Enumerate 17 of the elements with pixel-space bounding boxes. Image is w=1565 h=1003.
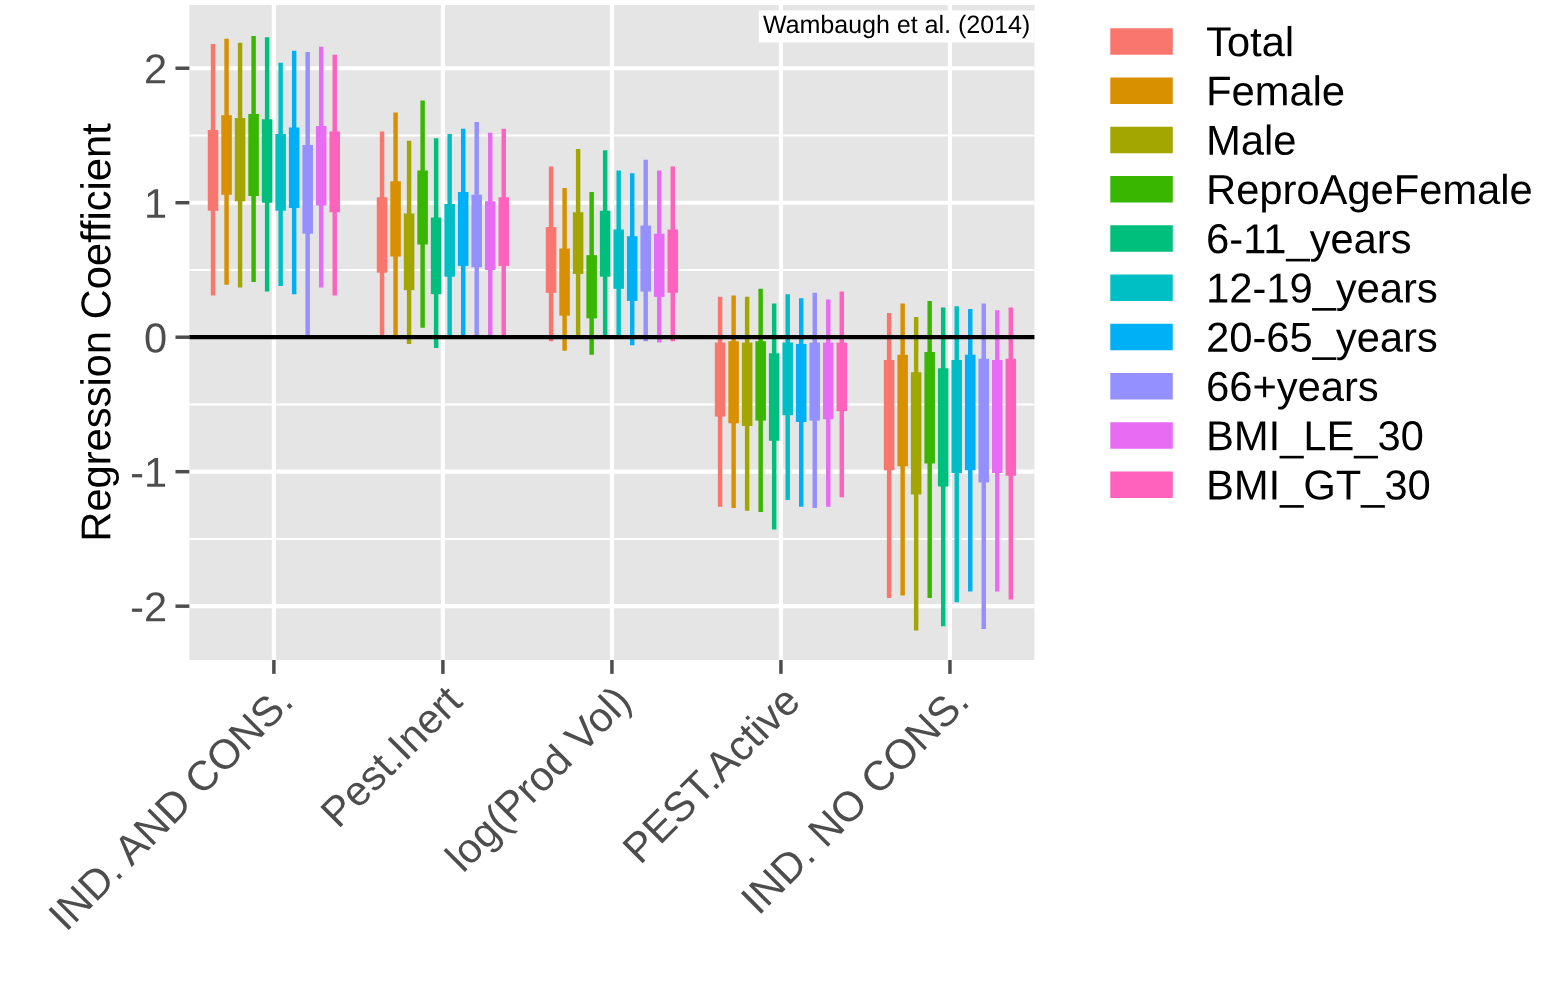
legend-label: BMI_GT_30: [1209, 470, 1430, 508]
legend-label: BMI_LE_30: [1209, 421, 1423, 459]
y-tick-label: 2: [146, 54, 166, 84]
legend-label: 20-65_years: [1208, 322, 1437, 361]
legend-label: 66+years: [1208, 371, 1378, 410]
annotation: Wambaugh et al. (2014): [763, 14, 1029, 39]
y-tick-label: -2: [131, 592, 166, 622]
legend-label: ReproAgeFemale: [1209, 173, 1531, 213]
legend-label: Total: [1207, 25, 1292, 57]
y-tick-label: 1: [147, 189, 166, 218]
y-tick-label: -1: [131, 458, 166, 487]
legend-label: Female: [1209, 75, 1344, 106]
y-tick-label: 0: [145, 323, 166, 353]
legend-label: Male: [1209, 124, 1295, 156]
legend-label: 6-11_years: [1208, 224, 1410, 262]
legend-label: 12-19_years: [1209, 273, 1437, 312]
y-axis-title: Regression Coefficient: [80, 123, 119, 539]
